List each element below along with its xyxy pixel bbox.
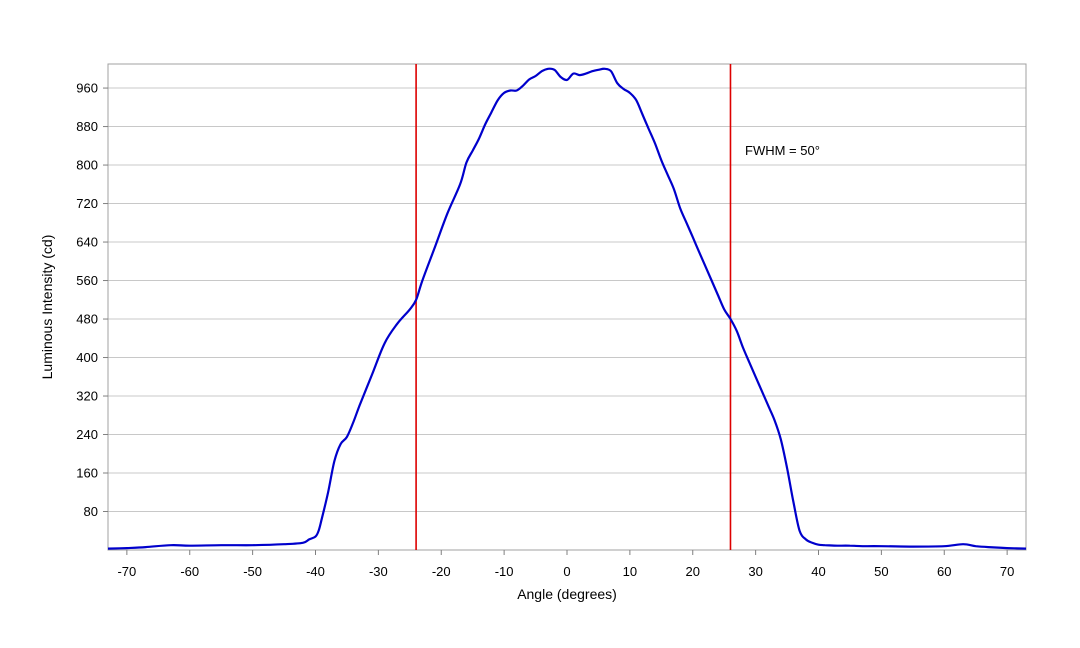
x-tick-label: 20 (686, 564, 700, 579)
x-axis-ticks: -70 -60 -50 -40 -30 -20 -10 0 10 20 30 40 50 60 70 (117, 550, 1014, 579)
x-tick-label: 60 (937, 564, 951, 579)
y-tick-label: 240 (76, 427, 98, 442)
y-tick-label: 160 (76, 466, 98, 481)
x-tick-label: 50 (874, 564, 888, 579)
x-tick-label: -50 (243, 564, 262, 579)
x-tick-label: 70 (1000, 564, 1014, 579)
x-axis-label: Angle (degrees) (517, 586, 617, 602)
x-tick-label: -70 (117, 564, 136, 579)
y-tick-label: 800 (76, 158, 98, 173)
x-tick-label: 40 (811, 564, 825, 579)
x-tick-label: -40 (306, 564, 325, 579)
x-tick-label: -20 (432, 564, 451, 579)
fwhm-markers (415, 64, 732, 550)
grid-lines (108, 87, 1026, 513)
x-tick-label: 10 (623, 564, 637, 579)
intensity-curve (107, 67, 1027, 550)
y-tick-label: 400 (76, 350, 98, 365)
y-axis-label: Luminous Intensity (cd) (39, 235, 55, 380)
fwhm-annotation: FWHM = 50° (745, 143, 820, 158)
x-tick-label: -10 (495, 564, 514, 579)
y-tick-label: 960 (76, 81, 98, 96)
x-tick-label: 0 (563, 564, 570, 579)
y-axis-ticks: 80 160 240 320 400 480 560 640 720 800 880 960 (76, 81, 108, 519)
x-tick-label: -60 (180, 564, 199, 579)
y-tick-label: 640 (76, 235, 98, 250)
y-tick-label: 80 (84, 504, 98, 519)
plot-background (108, 64, 1026, 550)
y-tick-label: 880 (76, 119, 98, 134)
x-tick-label: 30 (748, 564, 762, 579)
x-tick-label: -30 (369, 564, 388, 579)
y-tick-label: 560 (76, 273, 98, 288)
y-tick-label: 720 (76, 196, 98, 211)
y-tick-label: 320 (76, 389, 98, 404)
y-tick-label: 480 (76, 312, 98, 327)
